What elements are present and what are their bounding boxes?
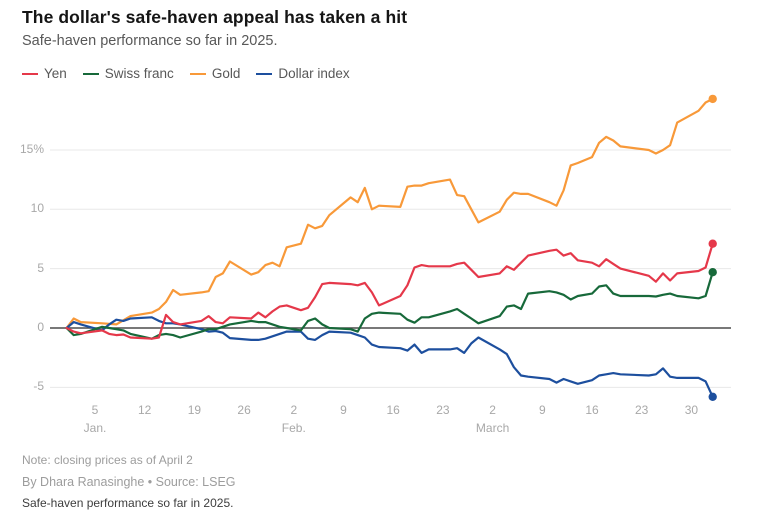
x-tick-label-23: 23	[635, 403, 649, 417]
dollar-index-line	[65, 316, 714, 398]
legend-item-yen: Yen	[22, 66, 67, 81]
chart-caption: Safe-haven performance so far in 2025.	[22, 496, 234, 510]
legend-item-gold: Gold	[189, 66, 241, 81]
yen-line	[65, 242, 714, 340]
month-label-March: March	[475, 421, 510, 435]
chart-byline: By Dhara Ranasinghe • Source: LSEG	[22, 475, 236, 489]
x-tick-label-19: 19	[187, 403, 202, 417]
gold-line-swatch-icon	[189, 72, 206, 75]
y-tick-label-0: 0	[37, 320, 44, 334]
legend-label-swiss-franc: Swiss franc	[104, 66, 174, 81]
swiss-franc-line-swatch-icon	[82, 72, 99, 75]
swiss-franc-line	[65, 271, 714, 340]
legend-item-swiss-franc: Swiss franc	[82, 66, 174, 81]
y-tick-label-5: 5	[37, 260, 44, 275]
chart-subtitle: Safe-haven performance so far in 2025.	[22, 33, 278, 49]
y-tick-label-10: 10	[30, 201, 44, 216]
y-tick-label--5: -5	[33, 379, 44, 394]
month-label-Jan: Jan.	[83, 421, 107, 435]
x-tick-label-5: 5	[91, 403, 99, 417]
legend-item-dollar-index: Dollar index	[256, 66, 350, 81]
legend-label-dollar-index: Dollar index	[278, 66, 350, 81]
swiss-franc-end-dot	[708, 268, 717, 277]
x-tick-label-30: 30	[684, 403, 699, 417]
legend-label-yen: Yen	[44, 66, 67, 81]
dollar-index-line-swatch-icon	[256, 72, 273, 75]
yen-end-dot	[708, 239, 717, 248]
chart-note: Note: closing prices as of April 2	[22, 453, 193, 467]
x-tick-label-12: 12	[138, 403, 152, 417]
yen-line-swatch-icon	[22, 72, 38, 75]
x-tick-label-16: 16	[386, 403, 400, 417]
x-tick-label-16: 16	[585, 403, 599, 417]
legend: Yen Swiss franc Gold Dollar index	[22, 66, 350, 81]
x-tick-label-2: 2	[290, 403, 298, 417]
x-tick-label-2: 2	[489, 403, 496, 417]
chart-title: The dollar's safe-haven appeal has taken…	[22, 7, 408, 27]
dollar-index-end-dot	[708, 392, 717, 401]
gold-line	[65, 97, 714, 330]
x-tick-label-23: 23	[436, 403, 450, 417]
gold-end-dot	[708, 94, 717, 104]
y-tick-label-15%: 15%	[19, 141, 44, 156]
legend-label-gold: Gold	[211, 66, 241, 81]
month-label-Feb: Feb.	[281, 421, 306, 435]
x-tick-label-9: 9	[340, 403, 347, 417]
x-tick-label-26: 26	[237, 403, 251, 417]
x-tick-label-9: 9	[538, 403, 546, 417]
